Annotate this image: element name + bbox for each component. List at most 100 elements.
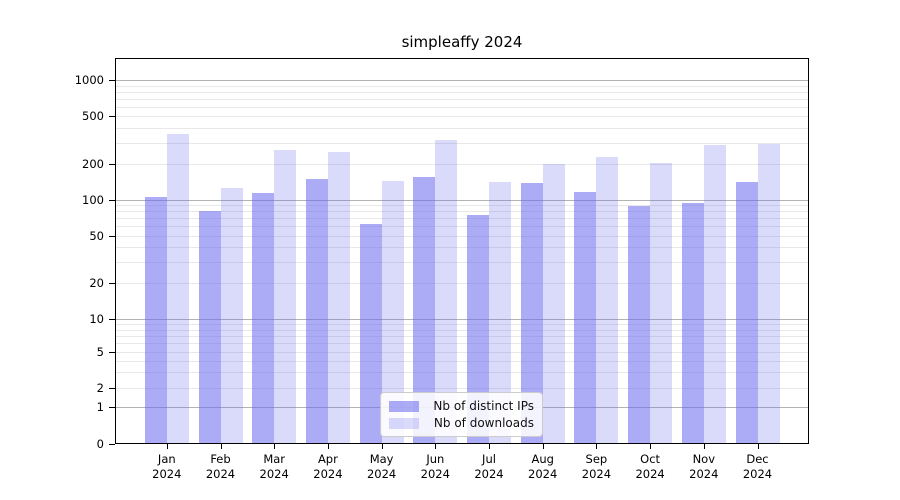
y-tick-mark [109,116,115,118]
bar-distinct-ips-oct [628,205,651,444]
bar-downloads-sep [596,156,619,444]
minor-gridline [115,85,809,87]
x-tick-label: Jun 2024 [420,452,450,481]
x-tick-label: Apr 2024 [313,452,343,481]
x-tick-mark [274,444,276,449]
major-gridline [115,80,809,82]
bar-downloads-may [381,181,404,444]
bar-downloads-apr [327,152,350,444]
bar-distinct-ips-dec [735,181,758,444]
bar-distinct-ips-may [359,223,382,444]
minor-gridline [115,335,809,337]
bar-distinct-ips-mar [252,192,275,444]
bar-downloads-jun [435,140,458,444]
x-tick-mark [596,444,598,449]
minor-gridline [115,226,809,228]
x-tick-label: Jan 2024 [152,452,182,481]
x-tick-label: Feb 2024 [205,452,236,481]
y-tick-mark [109,199,115,201]
legend-label-downloads: Nb of downloads [433,416,534,430]
legend: Nb of distinct IPs Nb of downloads [380,392,543,437]
bar-distinct-ips-jul [467,214,489,444]
minor-gridline [115,388,809,389]
y-tick-label: 0 [96,436,104,451]
y-tick-mark [109,80,115,82]
bar-downloads-dec [757,143,780,444]
bar-downloads-aug [542,163,565,444]
y-tick-label: 2 [96,381,104,395]
chart-title: simpleaffy 2024 [401,33,523,51]
minor-gridline [115,211,809,213]
y-tick-label: 200 [82,156,104,171]
minor-gridline [115,106,809,108]
y-tick-mark [109,319,115,320]
bar-distinct-ips-apr [305,178,328,444]
legend-swatch-distinct-ips [389,400,419,412]
minor-gridline [115,98,809,100]
bar-downloads-nov [703,145,726,444]
minor-gridline [115,205,809,207]
bar-downloads-mar [274,150,297,444]
y-tick-label: 20 [89,276,104,291]
y-tick-mark [109,235,115,237]
x-tick-label: Sep 2024 [581,452,612,481]
y-tick-label: 50 [89,228,104,243]
y-tick-label: 1 [96,400,104,414]
minor-gridline [115,91,809,93]
minor-gridline [115,283,809,285]
legend-label-distinct-ips: Nb of distinct IPs [433,399,534,413]
bar-distinct-ips-aug [520,183,543,444]
legend-entry-distinct-ips: Nb of distinct IPs [389,399,534,413]
minor-gridline [115,142,809,144]
x-tick-label: May 2024 [366,452,397,481]
minor-gridline [115,352,809,353]
x-tick-mark [435,444,437,449]
x-tick-mark [650,444,652,449]
legend-swatch-downloads [389,417,419,429]
x-tick-mark [757,444,759,449]
minor-gridline [115,163,809,165]
minor-gridline [115,360,809,362]
y-tick-label: 500 [82,109,104,124]
bar-distinct-ips-jan [144,197,167,444]
bar-distinct-ips-nov [681,202,704,444]
y-tick-mark [109,388,115,389]
y-tick-label: 5 [96,345,104,359]
y-tick-mark [109,352,115,353]
bar-distinct-ips-feb [198,211,221,444]
y-tick-mark [109,163,115,165]
x-tick-label: Oct 2024 [635,452,665,481]
x-tick-mark [542,444,544,449]
x-tick-label: Jul 2024 [474,452,504,481]
bar-downloads-jul [489,181,511,444]
y-tick-label: 100 [82,192,104,207]
minor-gridline [115,218,809,220]
bar-downloads-feb [220,188,243,444]
legend-entry-downloads: Nb of downloads [389,416,534,430]
minor-gridline [115,247,809,249]
x-tick-mark [220,444,222,449]
bar-downloads-oct [650,163,673,444]
y-tick-mark [109,443,115,445]
minor-gridline [115,324,809,326]
minor-gridline [115,235,809,237]
y-tick-mark [109,283,115,285]
plot-area [115,58,809,444]
x-tick-label: Nov 2024 [689,452,719,481]
minor-gridline [115,116,809,118]
minor-gridline [115,372,809,374]
major-gridline [115,319,809,320]
bar-distinct-ips-jun [413,176,436,444]
y-tick-label: 1000 [74,73,104,88]
major-gridline [115,199,809,201]
x-tick-label: Mar 2024 [259,452,289,481]
x-tick-label: Aug 2024 [528,452,558,481]
x-tick-mark [381,444,383,449]
x-tick-mark [166,444,168,449]
minor-gridline [115,343,809,345]
x-tick-label: Dec 2024 [742,452,773,481]
minor-gridline [115,329,809,331]
minor-gridline [115,262,809,264]
y-tick-label: 10 [89,312,104,326]
